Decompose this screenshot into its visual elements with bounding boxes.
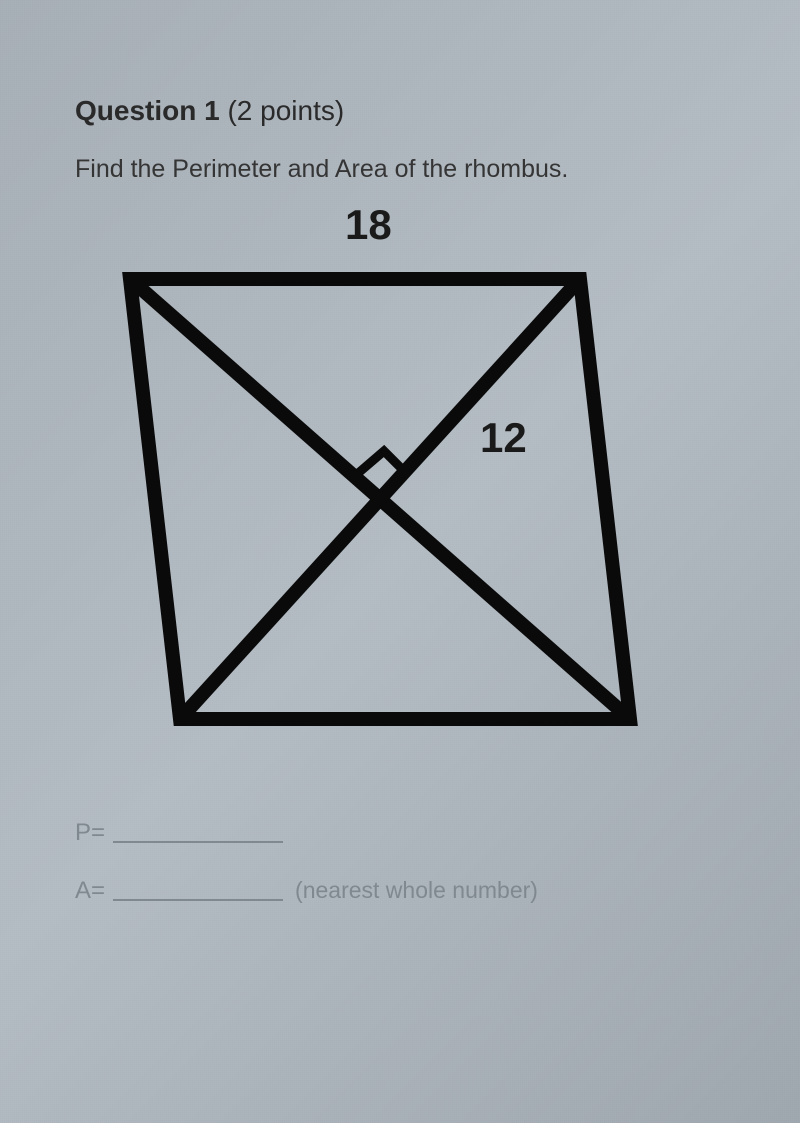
perimeter-answer-line: P= (75, 819, 725, 847)
question-prompt: Find the Perimeter and Area of the rhomb… (75, 155, 725, 184)
half-diagonal-label: 12 (480, 414, 527, 462)
area-answer-line: A= (nearest whole number) (75, 877, 725, 905)
question-points: (2 points) (220, 95, 345, 126)
question-header: Question 1 (2 points) (75, 95, 725, 127)
question-number: Question 1 (75, 95, 220, 126)
area-label: A= (75, 877, 105, 905)
perimeter-input-blank[interactable] (113, 841, 283, 843)
diagonal-2 (180, 279, 580, 719)
area-input-blank[interactable] (113, 899, 283, 901)
rhombus-diagram: 18 12 (70, 209, 640, 769)
perimeter-label: P= (75, 819, 105, 847)
answer-section: P= A= (nearest whole number) (75, 819, 725, 905)
right-angle-marker (356, 451, 408, 475)
area-note: (nearest whole number) (295, 877, 538, 904)
side-length-label: 18 (345, 201, 392, 249)
rhombus-svg (70, 209, 640, 769)
